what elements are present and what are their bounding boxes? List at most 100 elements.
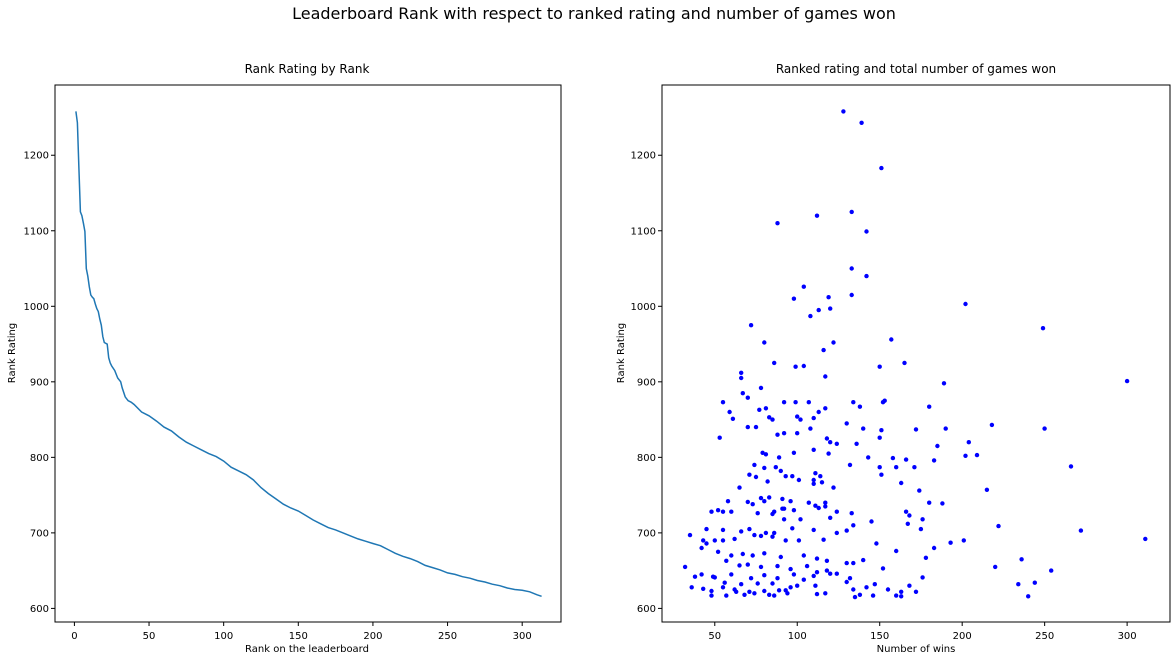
scatter-point	[847, 462, 853, 468]
scatter-point	[859, 120, 864, 126]
scatter-point	[709, 509, 714, 514]
scatter-point	[1040, 326, 1046, 331]
scatter-point	[834, 571, 839, 576]
scatter-point	[851, 523, 856, 528]
scatter-point	[920, 517, 925, 522]
scatter-point	[913, 589, 919, 594]
scatter-point	[724, 593, 729, 598]
scatter-point	[758, 495, 764, 501]
scatter-point	[780, 496, 785, 502]
scatter-point	[788, 566, 793, 572]
line-chart-y-tick-label: 800	[30, 453, 49, 464]
line-chart-x-tick-label: 200	[363, 631, 382, 642]
scatter-point	[852, 594, 858, 600]
scatter-point	[894, 593, 899, 598]
scatter-point	[740, 551, 745, 557]
scatter-point	[760, 450, 765, 455]
scatter-point	[816, 307, 821, 313]
scatter-point	[931, 545, 937, 551]
scatter-point	[781, 517, 787, 522]
scatter-chart-title: Ranked rating and total number of games …	[776, 62, 1056, 76]
scatter-point	[801, 363, 806, 369]
scatter-point	[1026, 594, 1031, 599]
scatter-point	[687, 532, 693, 538]
scatter-point	[1143, 536, 1148, 542]
scatter-point	[966, 440, 971, 445]
scatter-point	[762, 340, 767, 345]
line-chart-x-ticks: 0 50 100 150 200 250 300	[71, 622, 532, 642]
scatter-point	[758, 385, 764, 391]
scatter-point	[748, 576, 754, 581]
scatter-chart-y-axis-label: Rank Rating	[616, 323, 627, 383]
scatter-point	[877, 465, 882, 470]
scatter-point	[1049, 568, 1054, 573]
scatter-point	[767, 415, 772, 420]
scatter-point	[745, 424, 750, 430]
scatter-point	[808, 426, 813, 431]
scatter-point	[739, 529, 744, 534]
scatter-point	[796, 538, 802, 543]
scatter-point	[729, 553, 734, 558]
scatter-point	[821, 537, 826, 542]
scatter-point	[795, 583, 800, 588]
line-chart-y-tick-label: 900	[30, 377, 49, 388]
scatter-point	[847, 576, 853, 581]
scatter-point	[770, 534, 775, 539]
scatter-point	[811, 573, 816, 579]
scatter-point	[790, 474, 795, 479]
scatter-point	[788, 499, 793, 504]
scatter-point	[1068, 464, 1074, 469]
scatter-point	[763, 452, 769, 457]
scatter-point	[894, 548, 899, 554]
scatter-point	[752, 591, 757, 596]
line-chart-x-tick-label: 300	[513, 631, 532, 642]
scatter-point	[791, 572, 797, 577]
scatter-point	[943, 426, 948, 431]
scatter-point	[889, 337, 894, 342]
scatter-point	[879, 472, 884, 477]
scatter-chart-x-tick-label: 200	[953, 631, 972, 642]
scatter-point	[857, 404, 863, 409]
scatter-point	[823, 504, 828, 509]
scatter-point	[699, 572, 704, 577]
scatter-chart-x-axis-label: Number of wins	[877, 644, 956, 655]
scatter-point	[762, 573, 767, 578]
scatter-point	[750, 502, 755, 507]
scatter-point	[854, 441, 859, 446]
scatter-point	[834, 509, 839, 514]
scatter-point	[824, 568, 830, 573]
line-chart-y-ticks: 600 700 800 900 1000 1100 1200	[24, 151, 55, 615]
scatter-point	[894, 465, 899, 470]
line-chart-x-tick-label: 250	[438, 631, 457, 642]
scatter-point	[940, 501, 945, 506]
scatter-point	[712, 575, 717, 580]
scatter-point	[775, 563, 780, 569]
scatter-point	[899, 594, 904, 599]
scatter-point	[798, 417, 803, 422]
scatter-point	[747, 589, 752, 594]
scatter-point	[1019, 557, 1024, 562]
scatter-chart-y-tick-label: 600	[637, 604, 656, 615]
scatter-point	[776, 455, 782, 460]
line-chart-x-tick-label: 100	[214, 631, 233, 642]
scatter-point	[788, 585, 793, 590]
scatter-point	[869, 519, 874, 524]
scatter-point	[861, 426, 866, 431]
figure-suptitle: Leaderboard Rank with respect to ranked …	[292, 4, 896, 23]
scatter-point	[762, 551, 767, 556]
scatter-chart-y-tick-label: 700	[637, 528, 656, 539]
scatter-point	[866, 455, 871, 460]
scatter-chart-x-tick-label: 250	[1035, 631, 1054, 642]
line-chart-x-tick-label: 150	[289, 631, 308, 642]
scatter-point	[880, 400, 886, 405]
scatter-point	[739, 370, 744, 375]
scatter-point	[931, 458, 937, 463]
scatter-point	[920, 575, 925, 580]
scatter-point	[801, 284, 806, 289]
scatter-point	[813, 471, 818, 476]
scatter-point	[727, 409, 732, 415]
scatter-point	[778, 554, 783, 560]
scatter-point	[763, 406, 769, 411]
scatter-point	[918, 526, 924, 532]
scatter-point	[813, 503, 818, 508]
